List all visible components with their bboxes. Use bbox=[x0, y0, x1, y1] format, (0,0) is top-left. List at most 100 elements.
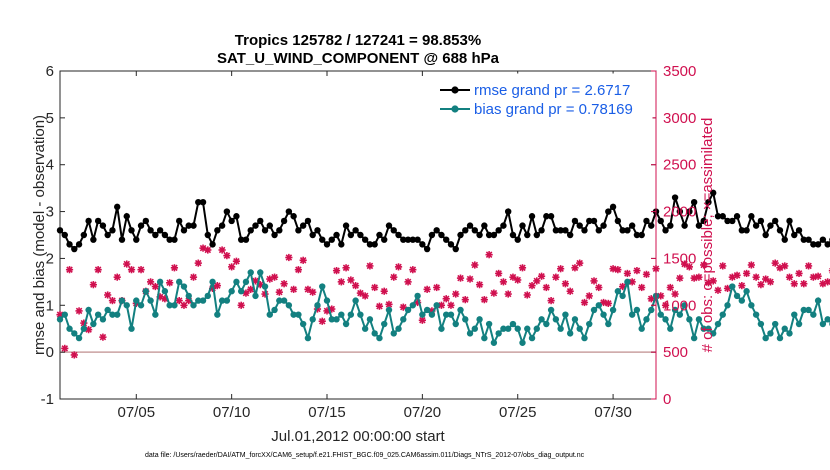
obs-count-marker bbox=[766, 278, 775, 286]
bias-point bbox=[614, 288, 622, 295]
obs-marker-stroke bbox=[795, 270, 803, 277]
obs-marker-stroke bbox=[571, 264, 579, 272]
obs-marker-stroke bbox=[595, 284, 603, 291]
obs-count-marker bbox=[495, 269, 503, 278]
obs-markers bbox=[56, 244, 830, 359]
rmse-point bbox=[485, 231, 493, 239]
rmse-point bbox=[557, 227, 564, 234]
rmse-point bbox=[385, 222, 393, 229]
rmse-point bbox=[686, 208, 693, 215]
obs-marker-stroke bbox=[175, 297, 183, 304]
rmse-point bbox=[452, 245, 459, 253]
rmse-point bbox=[371, 241, 378, 248]
bias-point bbox=[323, 297, 331, 304]
bias-point bbox=[466, 330, 474, 337]
bias-point bbox=[218, 297, 226, 304]
bias-point bbox=[94, 311, 102, 318]
bias-point bbox=[762, 334, 769, 342]
obs-count-marker bbox=[151, 282, 159, 291]
obs-marker-stroke bbox=[66, 266, 73, 273]
bias-point bbox=[824, 316, 830, 323]
rmse-point bbox=[481, 222, 488, 229]
bias-point bbox=[447, 311, 455, 318]
obs-marker-stroke bbox=[585, 292, 593, 300]
bias-point bbox=[495, 330, 502, 337]
bias-point bbox=[247, 269, 254, 276]
bias-point bbox=[514, 325, 521, 332]
rmse-point bbox=[419, 241, 426, 248]
obs-marker-stroke bbox=[128, 266, 135, 273]
rmse-point bbox=[257, 217, 264, 225]
rmse-point bbox=[352, 227, 359, 234]
obs-count-marker bbox=[161, 295, 169, 303]
obs-count-marker bbox=[371, 283, 379, 292]
legend-rmse-label: rmse grand pr = 2.6717 bbox=[474, 82, 630, 99]
bias-point bbox=[142, 288, 150, 295]
obs-marker-stroke bbox=[113, 273, 121, 281]
bias-point bbox=[371, 330, 378, 337]
bias-point bbox=[66, 325, 73, 332]
obs-marker-stroke bbox=[619, 283, 626, 290]
obs-marker-stroke bbox=[395, 263, 402, 271]
obs-marker-stroke bbox=[748, 261, 755, 269]
bias-point bbox=[118, 297, 126, 304]
bias-point bbox=[319, 283, 326, 290]
rmse-point bbox=[56, 227, 64, 234]
bias-point bbox=[509, 320, 517, 328]
obs-marker-stroke bbox=[366, 262, 374, 270]
obs-count-marker bbox=[409, 266, 417, 274]
rmse-point bbox=[199, 199, 207, 206]
bias-point bbox=[433, 302, 440, 309]
obs-count-marker bbox=[352, 282, 360, 290]
obs-count-marker bbox=[633, 267, 641, 275]
obs-count-marker bbox=[247, 285, 255, 293]
obs-count-marker bbox=[223, 252, 231, 260]
rmse-point bbox=[152, 231, 159, 239]
obs-marker-stroke bbox=[581, 299, 588, 306]
obs-marker-stroke bbox=[552, 273, 560, 281]
obs-count-marker bbox=[290, 285, 298, 293]
rmse-point bbox=[190, 222, 197, 229]
rmse-point bbox=[690, 199, 698, 206]
y-tick-label: 5 bbox=[46, 110, 54, 127]
obs-marker-stroke bbox=[657, 292, 665, 300]
bias-point bbox=[285, 302, 293, 309]
obs-marker-stroke bbox=[791, 280, 798, 287]
rmse-point bbox=[90, 236, 97, 243]
rmse-point bbox=[586, 217, 593, 225]
rmse-point bbox=[447, 241, 455, 248]
bias-point bbox=[476, 316, 483, 323]
obs-count-marker bbox=[571, 264, 579, 272]
bias-point bbox=[214, 311, 221, 318]
bias-point bbox=[671, 306, 679, 314]
legend-bias-label: bias grand pr = 0.78169 bbox=[474, 101, 633, 118]
rmse-point bbox=[514, 236, 521, 243]
bias-point bbox=[209, 278, 216, 286]
obs-count-marker bbox=[742, 269, 751, 278]
rmse-point bbox=[795, 227, 803, 234]
obs-marker-stroke bbox=[237, 302, 245, 309]
obs-marker-stroke bbox=[109, 297, 116, 304]
bias-point bbox=[409, 302, 417, 309]
rmse-point bbox=[476, 231, 483, 239]
rmse-point bbox=[438, 231, 445, 239]
obs-count-marker bbox=[423, 285, 431, 293]
obs-marker-stroke bbox=[533, 277, 541, 285]
bias-point bbox=[485, 320, 493, 328]
bias-point bbox=[519, 339, 526, 346]
obs-count-marker bbox=[666, 283, 674, 292]
bias-point bbox=[61, 311, 68, 318]
bias-point bbox=[438, 325, 445, 332]
rmse-point bbox=[347, 231, 355, 239]
bias-point bbox=[242, 278, 250, 286]
obs-marker-stroke bbox=[290, 286, 297, 293]
y-tick-label: 6 bbox=[46, 63, 54, 80]
obs-marker-stroke bbox=[61, 345, 69, 352]
rmse-point bbox=[85, 217, 92, 225]
obs-count-marker bbox=[375, 302, 384, 310]
obs-count-marker bbox=[65, 266, 74, 274]
obs-marker-stroke bbox=[376, 302, 383, 310]
bias-point bbox=[352, 297, 359, 304]
obs-count-marker bbox=[270, 273, 279, 281]
